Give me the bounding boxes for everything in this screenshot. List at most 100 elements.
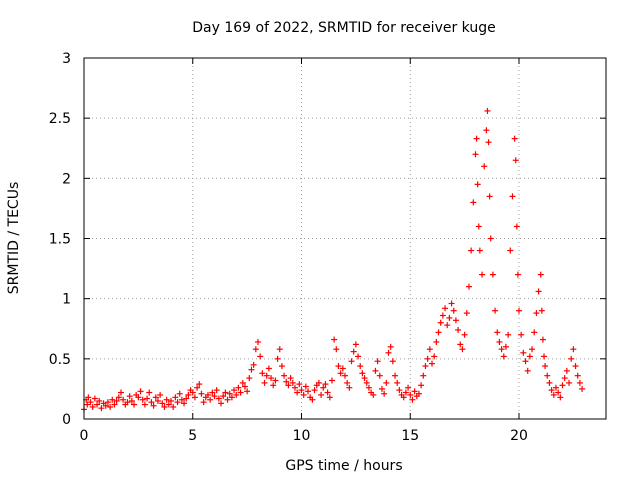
data-point (559, 382, 566, 389)
data-point (109, 396, 116, 403)
data-point (442, 305, 449, 312)
data-point (361, 375, 368, 382)
data-point (157, 391, 164, 398)
data-point (531, 329, 538, 336)
data-point (213, 387, 220, 394)
data-point (542, 363, 549, 370)
data-point (331, 336, 338, 343)
data-point (494, 329, 501, 336)
data-point (455, 326, 462, 333)
data-point (405, 384, 412, 391)
data-point (294, 389, 301, 396)
data-point (470, 199, 477, 206)
data-point (522, 358, 529, 365)
data-point (533, 310, 540, 317)
data-point (183, 395, 190, 402)
data-point (381, 390, 388, 397)
data-point (237, 389, 244, 396)
data-point (374, 358, 381, 365)
data-point (541, 353, 548, 360)
x-tick-label: 15 (401, 428, 419, 444)
data-point (372, 367, 379, 374)
data-point (181, 400, 188, 407)
data-point (444, 322, 451, 329)
y-axis-label: SRMTID / TECUs (6, 182, 22, 295)
data-point (461, 331, 468, 338)
data-point (468, 247, 475, 254)
data-point (311, 387, 318, 394)
data-point (172, 394, 179, 401)
data-point (113, 397, 120, 404)
data-point (259, 370, 266, 377)
data-point (550, 391, 557, 398)
data-point (511, 135, 518, 142)
data-point (128, 397, 135, 404)
data-point (222, 389, 229, 396)
data-point (235, 384, 242, 391)
data-point (505, 331, 512, 338)
data-point (191, 394, 198, 401)
data-point (283, 378, 290, 385)
data-point (137, 388, 144, 395)
data-point (548, 387, 555, 394)
data-point (473, 135, 480, 142)
data-point (487, 235, 494, 242)
data-point (102, 402, 109, 409)
data-point (296, 381, 303, 388)
data-point (115, 394, 122, 401)
data-point (363, 379, 370, 386)
data-point (437, 319, 444, 326)
data-point (420, 372, 427, 379)
data-point (337, 370, 344, 377)
data-point (574, 372, 581, 379)
data-point (328, 377, 335, 384)
data-point (300, 391, 307, 398)
data-point (241, 383, 248, 390)
data-point (135, 394, 142, 401)
data-point (333, 346, 340, 353)
data-point (305, 388, 312, 395)
data-point (392, 372, 399, 379)
data-point (535, 288, 542, 295)
data-point (111, 401, 118, 408)
data-point (431, 353, 438, 360)
data-point (509, 193, 516, 200)
data-point (383, 379, 390, 386)
data-point (529, 346, 536, 353)
data-point (220, 393, 227, 400)
data-point (152, 394, 159, 401)
data-point (141, 401, 148, 408)
data-point (139, 396, 146, 403)
data-point (359, 370, 366, 377)
data-point (496, 338, 503, 345)
data-point (407, 391, 414, 398)
data-point (507, 247, 514, 254)
data-point (396, 387, 403, 394)
data-point (568, 355, 575, 362)
data-point (387, 343, 394, 350)
data-point (198, 390, 205, 397)
data-point (376, 372, 383, 379)
data-point (239, 379, 246, 386)
data-point (346, 384, 353, 391)
data-point (526, 353, 533, 360)
data-point (476, 247, 483, 254)
data-point (500, 353, 507, 360)
data-point (96, 397, 103, 404)
data-point (513, 223, 520, 230)
data-point (185, 391, 192, 398)
data-point (514, 271, 521, 278)
data-point (85, 394, 92, 401)
data-point (117, 389, 124, 396)
data-point (204, 391, 211, 398)
data-point (394, 379, 401, 386)
x-axis-label: GPS time / hours (285, 458, 402, 474)
data-point (298, 387, 305, 394)
data-point (498, 346, 505, 353)
y-tick-label: 1 (62, 292, 71, 308)
data-point (174, 399, 181, 406)
data-point (365, 384, 372, 391)
data-point (348, 358, 355, 365)
data-point (486, 193, 493, 200)
